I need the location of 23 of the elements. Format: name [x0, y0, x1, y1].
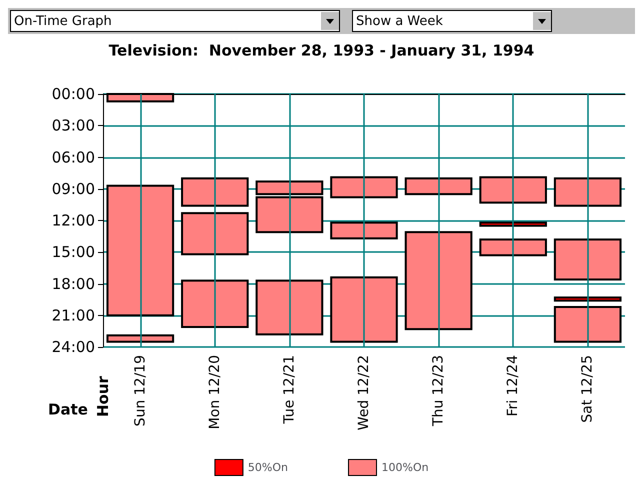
y-axis-title: Hour: [94, 375, 112, 417]
y-tick-label: 21:00: [52, 306, 95, 324]
y-tick-label: 06:00: [52, 148, 95, 166]
y-tick-label: 18:00: [52, 274, 95, 293]
y-tick-label: 15:00: [52, 243, 95, 262]
y-tick-label: 03:00: [52, 116, 95, 135]
x-tick-label: Sat 12/25: [580, 355, 596, 423]
y-tick-label: 24:00: [52, 338, 95, 356]
y-tick-label: 12:00: [52, 212, 95, 230]
legend-label: 100%On: [382, 461, 429, 474]
x-axis-title: Date: [48, 400, 88, 418]
dropdown-field: On-Time Graph: [10, 10, 340, 32]
y-tick-label: 09:00: [52, 180, 95, 198]
legend-label: 50%On: [248, 461, 288, 474]
x-tick-label: Thu 12/23: [430, 355, 447, 428]
dropdown-field: Show a Week: [352, 10, 552, 32]
x-tick-label: Tue 12/21: [281, 355, 298, 425]
y-tick-label: 00:00: [52, 85, 95, 103]
chart-title: Television: November 28, 1993 - January 31, 1994: [108, 42, 534, 60]
x-tick-label: Mon 12/20: [206, 355, 223, 430]
x-tick-label: Fri 12/24: [505, 354, 522, 416]
x-tick-label: Sun 12/19: [132, 355, 148, 426]
x-tick-label: Wed 12/22: [356, 355, 372, 430]
